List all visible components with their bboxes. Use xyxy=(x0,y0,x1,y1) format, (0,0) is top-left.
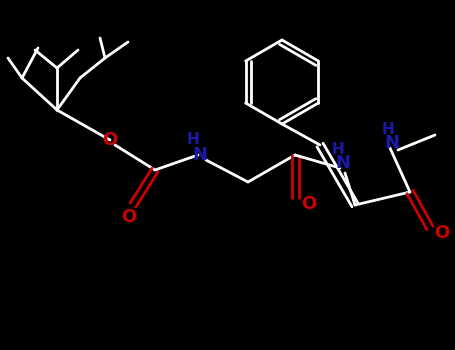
Text: O: O xyxy=(435,224,450,242)
Text: N: N xyxy=(384,134,399,152)
Text: O: O xyxy=(121,208,136,226)
Text: H: H xyxy=(187,133,199,147)
Text: H: H xyxy=(382,122,394,138)
Text: N: N xyxy=(192,146,207,164)
Text: H: H xyxy=(332,142,344,158)
Text: O: O xyxy=(301,195,317,213)
Text: O: O xyxy=(102,131,118,149)
Text: N: N xyxy=(335,154,350,172)
